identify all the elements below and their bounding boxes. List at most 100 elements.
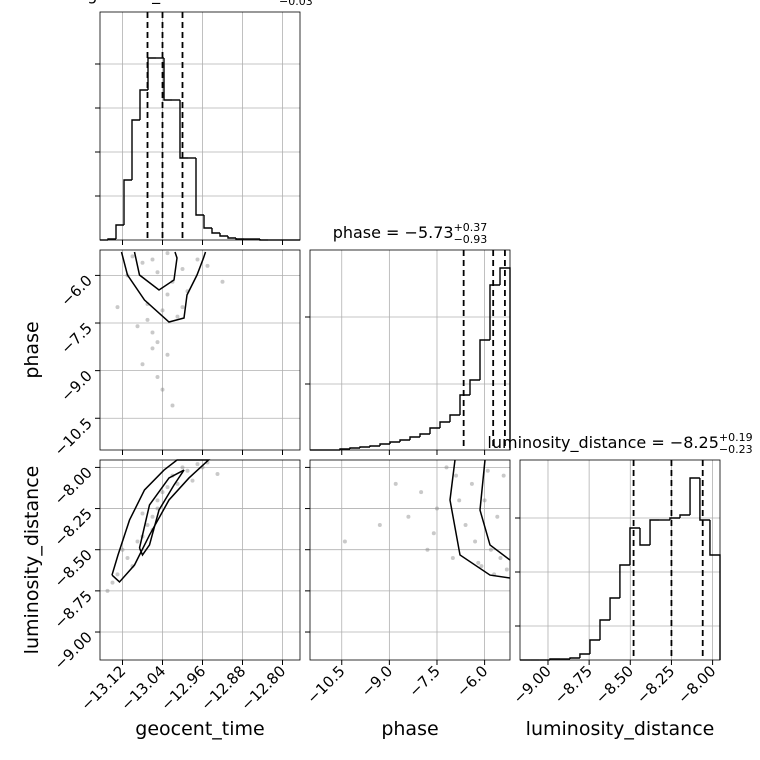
sample-point [160, 490, 165, 495]
sample-point [155, 374, 160, 379]
sample-point [185, 468, 190, 473]
histogram-bin [439, 421, 450, 428]
histogram-bin [203, 215, 212, 229]
sample-point [135, 539, 140, 544]
x-axis-label: geocent_time [135, 718, 264, 740]
sample-point [115, 305, 120, 310]
sample-point [160, 308, 165, 313]
histogram-bin [689, 477, 700, 515]
contour [449, 459, 511, 579]
sample-point [165, 251, 170, 256]
sample-point [498, 555, 503, 560]
histogram-bin [569, 657, 580, 659]
sample-point [215, 471, 220, 476]
panel-frame [309, 459, 511, 661]
sample-point [180, 267, 185, 272]
histogram-bin [669, 517, 680, 520]
title-sub: −0.03 [279, 0, 313, 8]
sample-point [125, 555, 130, 560]
panel-title: phase = −5.73+0.37 −0.93 [333, 221, 488, 246]
title-main: luminosity_distance = −8.25 [487, 433, 718, 453]
sample-point [140, 362, 145, 367]
histogram-bin [131, 119, 140, 180]
sample-point [165, 352, 170, 357]
sample-point [485, 468, 490, 473]
title-sub: −0.93 [454, 233, 488, 246]
sample-point [130, 254, 135, 259]
sample-point [190, 478, 195, 483]
sample-point [488, 547, 493, 552]
panel-title: luminosity_distance = −8.25+0.19 −0.23 [487, 431, 752, 456]
x-axis-label: luminosity_distance [526, 718, 715, 740]
sample-point [501, 473, 506, 478]
sample-point [205, 263, 210, 268]
histogram-bin [235, 238, 244, 240]
panel-frame [99, 11, 301, 241]
histogram-bin [589, 639, 600, 654]
sample-point [170, 403, 175, 408]
sample-point [150, 346, 155, 351]
histogram-bin [639, 528, 651, 546]
contour [138, 469, 185, 557]
histogram-bin [429, 427, 440, 434]
y-axis-label: luminosity_distance [21, 466, 43, 655]
sample-point [175, 314, 180, 319]
title-sub: −0.23 [719, 443, 753, 456]
sample-point [150, 514, 155, 519]
sample-point [454, 473, 459, 478]
sample-point [180, 465, 185, 470]
sample-point [140, 511, 145, 516]
histogram-bin [139, 89, 148, 120]
sample-point [377, 523, 382, 528]
histogram-bin [629, 527, 640, 565]
histogram-bin [469, 379, 480, 395]
sample-point [180, 305, 185, 310]
histogram-bin [123, 179, 132, 225]
sample-point [479, 564, 484, 569]
sample-point [165, 485, 170, 490]
histogram-bin [489, 284, 500, 340]
contour [120, 251, 207, 323]
sample-point [406, 514, 411, 519]
sample-point [473, 539, 478, 544]
histogram-bin [211, 228, 220, 234]
sample-point [482, 498, 487, 503]
panel-frame [99, 249, 301, 451]
sample-point [463, 523, 468, 528]
sample-point [155, 498, 160, 503]
histogram-bin [219, 233, 228, 237]
histogram-bin [619, 564, 630, 598]
sample-point [495, 514, 500, 519]
sample-point [120, 547, 125, 552]
histogram-bin [359, 446, 370, 448]
sample-point [175, 481, 180, 486]
histogram-bin [163, 58, 172, 101]
sample-point [195, 462, 200, 467]
histogram-bin [579, 653, 590, 658]
title-sup: +0.37 [454, 221, 488, 234]
sample-point [150, 330, 155, 335]
panel-frame [99, 459, 301, 661]
histogram-bin [399, 439, 410, 442]
sample-point [457, 498, 462, 503]
sample-point [419, 490, 424, 495]
panel-frame [519, 459, 721, 661]
sample-point [145, 523, 150, 528]
histogram-bin [599, 619, 611, 640]
sample-point [155, 270, 160, 275]
sample-point [476, 560, 481, 565]
sample-point [160, 387, 165, 392]
title-main: phase = −5.73 [333, 223, 454, 242]
contour [479, 459, 511, 561]
sample-point [342, 539, 347, 544]
sample-point [145, 317, 150, 322]
sample-point [393, 481, 398, 486]
histogram-bin [379, 443, 390, 446]
sample-point [469, 481, 474, 486]
histogram-bin [227, 236, 236, 239]
histogram-bin [369, 445, 380, 447]
histogram-bin [609, 597, 620, 620]
sample-point [444, 465, 449, 470]
